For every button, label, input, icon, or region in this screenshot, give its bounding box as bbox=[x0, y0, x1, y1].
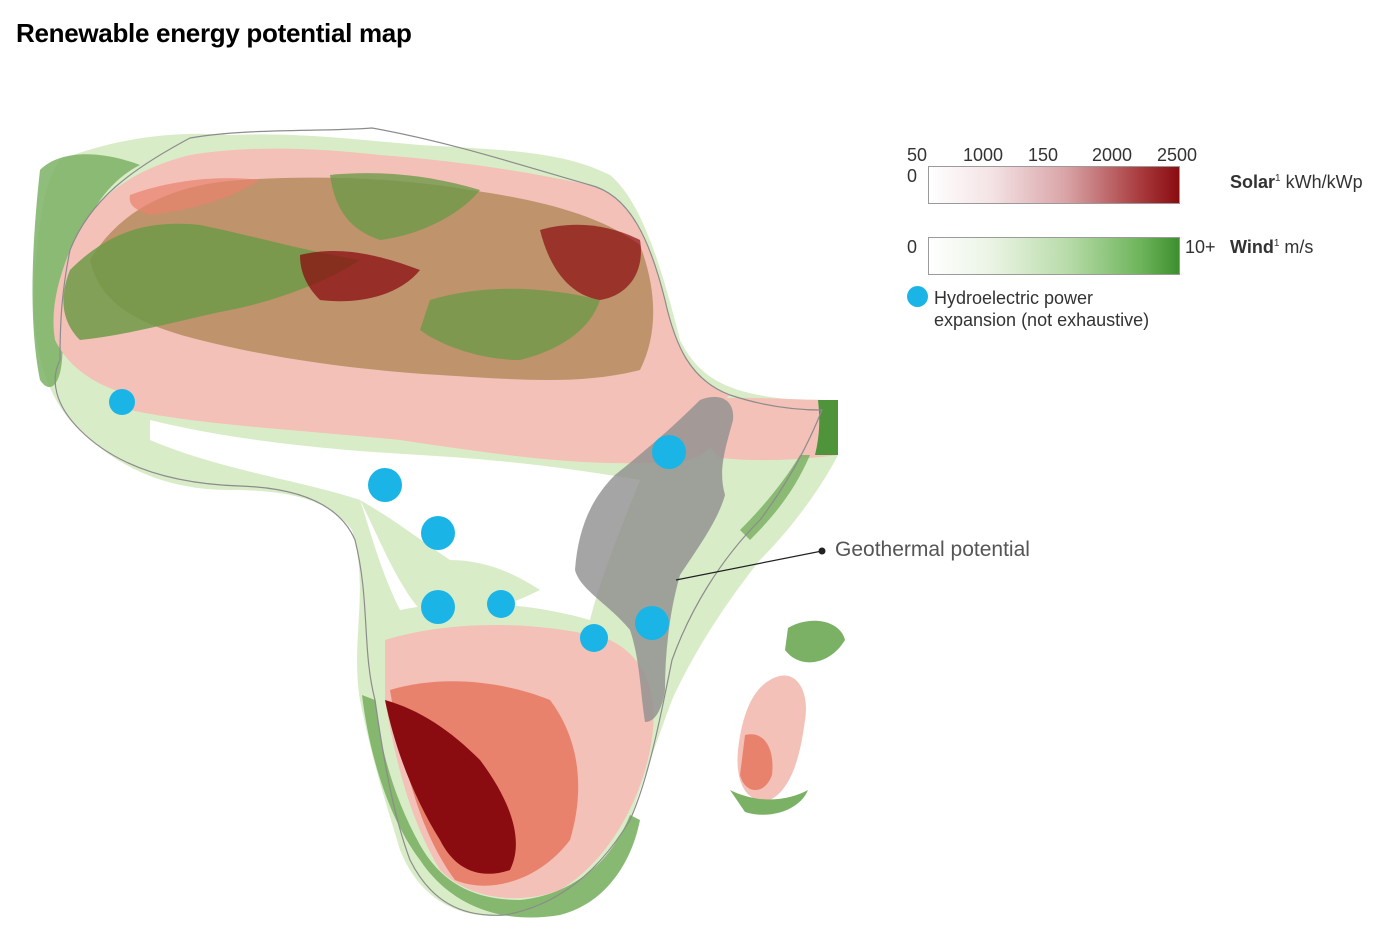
hydro-dot bbox=[580, 624, 608, 652]
north-solar-mid bbox=[129, 178, 260, 215]
horn-region bbox=[698, 397, 838, 461]
hydro-dot bbox=[652, 435, 686, 469]
geothermal-label: Geothermal potential bbox=[835, 538, 1030, 561]
geothermal-leader-line bbox=[675, 550, 823, 581]
east-coast-wind bbox=[740, 455, 810, 540]
sahara-solar-dark bbox=[300, 250, 420, 302]
sahara-wind-green bbox=[63, 223, 360, 340]
hydro-dot bbox=[421, 516, 455, 550]
namibia-solar-dark bbox=[385, 700, 516, 874]
continent-outline bbox=[54, 127, 823, 916]
hydro-dot bbox=[635, 606, 669, 640]
madagascar-north-wind bbox=[785, 620, 845, 663]
page-title: Renewable energy potential map bbox=[16, 18, 412, 48]
congo-wind-patches bbox=[360, 500, 540, 614]
hydro-dot bbox=[109, 389, 135, 415]
madagascar-wind bbox=[730, 790, 808, 815]
geothermal-leader-dot bbox=[818, 547, 826, 555]
madagascar-solar bbox=[740, 734, 773, 790]
hydro-dot bbox=[421, 590, 455, 624]
hydro-dot bbox=[368, 468, 402, 502]
central-africa-region bbox=[150, 420, 640, 620]
geothermal-rift bbox=[575, 396, 734, 722]
hydro-dot bbox=[487, 590, 515, 618]
sahara-wind-green-3 bbox=[420, 288, 600, 360]
sahel-solar-band bbox=[110, 380, 714, 464]
egypt-solar-dark bbox=[540, 224, 641, 300]
sahara-wind-green-2 bbox=[330, 173, 480, 240]
